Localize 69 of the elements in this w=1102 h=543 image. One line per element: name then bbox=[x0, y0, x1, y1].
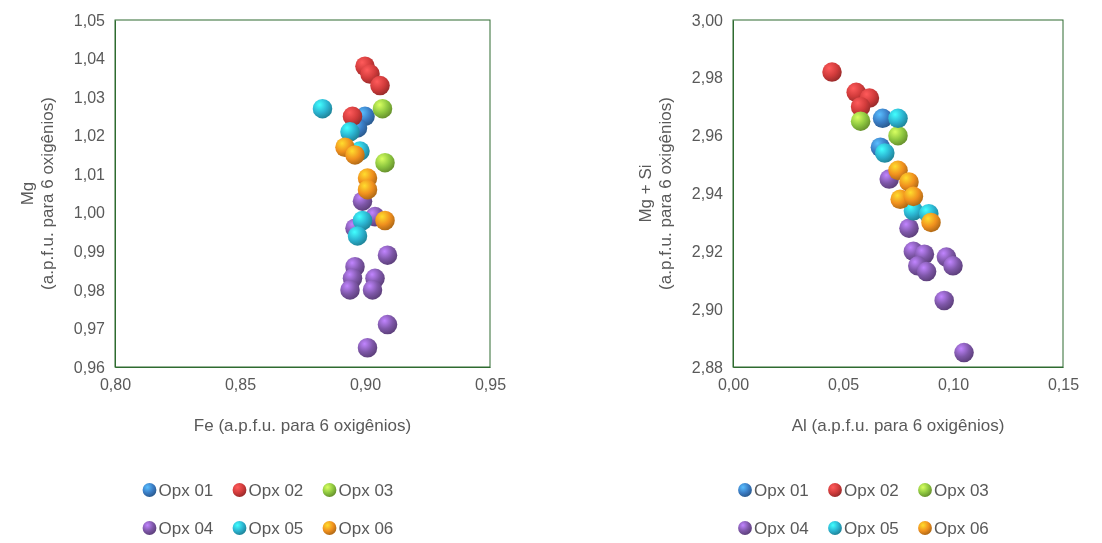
point bbox=[357, 337, 378, 358]
legend-label: Opx 02 bbox=[844, 481, 899, 500]
y-tick-label: 2,92 bbox=[691, 242, 724, 260]
point bbox=[888, 125, 908, 146]
y-tick-label: 2,96 bbox=[691, 127, 724, 145]
point bbox=[875, 143, 895, 163]
y-tick-label: 0,98 bbox=[73, 281, 106, 299]
x-axis-title: Fe (a.p.f.u. para 6 oxigênios) bbox=[193, 416, 412, 435]
x-tick-label: 0,10 bbox=[937, 376, 970, 394]
point bbox=[377, 245, 398, 265]
x-tick-label: 0,00 bbox=[717, 376, 750, 394]
x-tick-label: 0,80 bbox=[99, 376, 132, 394]
legend-label: Opx 04 bbox=[158, 519, 214, 538]
y-tick-label: 1,01 bbox=[73, 165, 106, 183]
point bbox=[850, 111, 871, 131]
point bbox=[375, 210, 395, 231]
point bbox=[340, 122, 360, 142]
y-axis-title: Mg (a.p.f.u. para 6 oxigênios) bbox=[18, 97, 57, 290]
x-tick-label: 0,95 bbox=[474, 376, 507, 394]
point bbox=[372, 98, 393, 119]
x-axis-title: Al (a.p.f.u. para 6 oxigênios) bbox=[791, 416, 1005, 435]
point bbox=[954, 342, 974, 363]
legend-label: Opx 01 bbox=[158, 481, 214, 500]
legend-label: Opx 01 bbox=[754, 481, 809, 500]
point bbox=[340, 280, 360, 300]
point bbox=[934, 290, 954, 311]
y-tick-label: 1,03 bbox=[73, 88, 106, 106]
point bbox=[822, 62, 842, 82]
y-tick-label: 0,96 bbox=[73, 358, 106, 376]
point bbox=[352, 210, 373, 231]
legend-label: Opx 03 bbox=[338, 481, 394, 500]
point bbox=[903, 186, 924, 207]
point bbox=[921, 212, 941, 233]
point bbox=[375, 152, 395, 173]
y-tick-label: 1,02 bbox=[73, 127, 106, 145]
point bbox=[362, 280, 383, 300]
legend-label: Opx 03 bbox=[934, 481, 989, 500]
y-tick-label: 0,97 bbox=[73, 320, 106, 338]
legend-label: Opx 06 bbox=[338, 519, 394, 538]
legend-label: Opx 06 bbox=[934, 519, 989, 538]
y-tick-label: 1,04 bbox=[73, 50, 106, 68]
point bbox=[345, 145, 365, 165]
y-tick-label: 1,05 bbox=[73, 11, 106, 29]
y-tick-label: 2,90 bbox=[691, 300, 724, 318]
point bbox=[888, 108, 908, 129]
y-tick-label: 2,88 bbox=[691, 358, 724, 376]
point bbox=[943, 256, 963, 276]
point bbox=[888, 160, 908, 181]
legend-label: Opx 02 bbox=[248, 481, 304, 500]
point bbox=[312, 98, 333, 119]
x-tick-label: 0,05 bbox=[827, 376, 860, 394]
y-tick-label: 2,94 bbox=[691, 185, 724, 203]
y-tick-label: 2,98 bbox=[691, 69, 724, 87]
y-tick-label: 0,99 bbox=[73, 242, 106, 260]
point bbox=[916, 261, 937, 282]
x-tick-label: 0,15 bbox=[1047, 376, 1080, 394]
point bbox=[357, 179, 378, 200]
legend-label: Opx 05 bbox=[248, 519, 304, 538]
point bbox=[899, 218, 919, 238]
point bbox=[347, 226, 368, 246]
legend-label: Opx 05 bbox=[844, 519, 899, 538]
y-axis-title: Mg + Si (a.p.f.u. para 6 oxigênios) bbox=[636, 97, 675, 290]
y-tick-label: 1,00 bbox=[73, 204, 106, 222]
point bbox=[377, 314, 398, 335]
y-tick-label: 3,00 bbox=[691, 11, 724, 29]
x-tick-label: 0,85 bbox=[224, 376, 257, 394]
point bbox=[370, 75, 390, 96]
legend-label: Opx 04 bbox=[754, 519, 809, 538]
x-tick-label: 0,90 bbox=[349, 376, 382, 394]
